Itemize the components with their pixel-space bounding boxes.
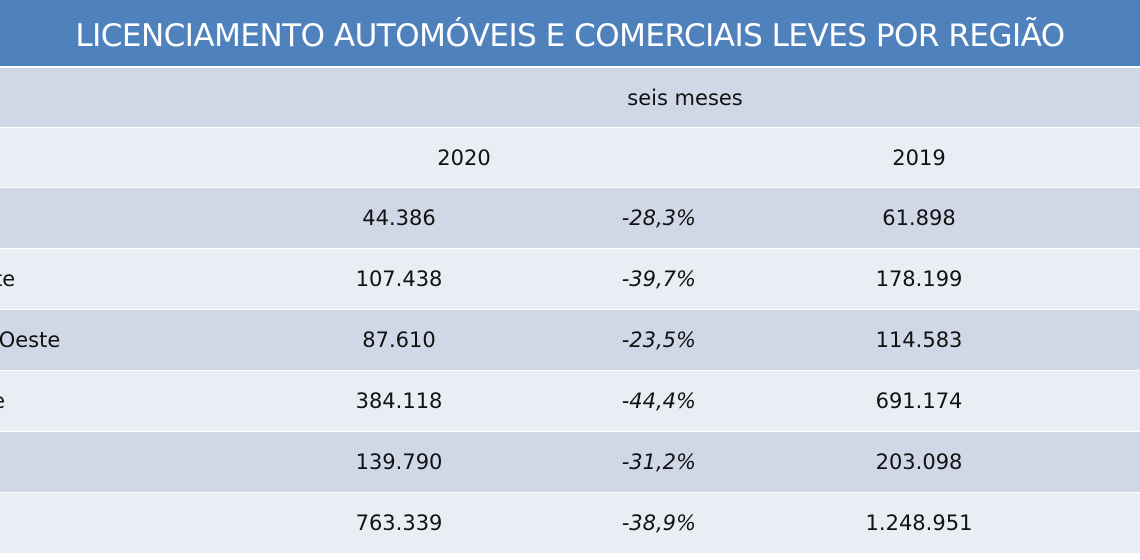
change-pct: -31,2% bbox=[568, 432, 701, 495]
change-pct: -38,9% bbox=[568, 493, 701, 556]
change-pct: -23,5% bbox=[568, 310, 701, 373]
region-cell: Nordeste bbox=[0, 249, 233, 312]
value-2019: 1.248.951 bbox=[698, 493, 1140, 556]
year-header: 2020 bbox=[230, 128, 701, 190]
year-header: 2019 bbox=[698, 128, 1140, 190]
value-2020: 763.339 bbox=[230, 493, 571, 556]
value-2019: 61.898 bbox=[698, 188, 1140, 251]
title: LICENCIAMENTO AUTOMÓVEIS E COMERCIAIS LE… bbox=[0, 0, 1140, 66]
header-cell bbox=[0, 68, 233, 130]
region-cell: Centro-Oeste bbox=[0, 310, 233, 373]
value-2020: 139.790 bbox=[230, 432, 571, 495]
value-2020: 107.438 bbox=[230, 249, 571, 312]
value-2019: 178.199 bbox=[698, 249, 1140, 312]
value-2019: 114.583 bbox=[698, 310, 1140, 373]
value-2020: 44.386 bbox=[230, 188, 571, 251]
change-pct: -39,7% bbox=[568, 249, 701, 312]
region-cell: Total bbox=[0, 493, 233, 556]
value-2020: 87.610 bbox=[230, 310, 571, 373]
region-cell: Sudeste bbox=[0, 371, 233, 434]
header-cell bbox=[0, 128, 233, 190]
value-2019: 691.174 bbox=[698, 371, 1140, 434]
value-2019: 203.098 bbox=[698, 432, 1140, 495]
period-header: seis meses bbox=[230, 68, 1140, 130]
change-pct: -44,4% bbox=[568, 371, 701, 434]
value-2020: 384.118 bbox=[230, 371, 571, 434]
region-cell: Sul bbox=[0, 432, 233, 495]
change-pct: -28,3% bbox=[568, 188, 701, 251]
region-cell: Norte bbox=[0, 188, 233, 251]
